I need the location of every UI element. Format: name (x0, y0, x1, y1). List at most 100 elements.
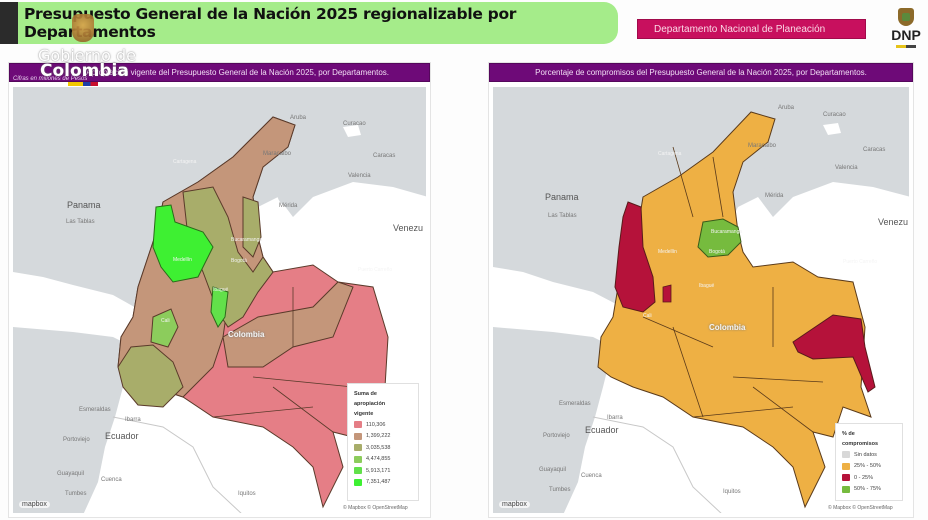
place-caracas: Caracas (373, 153, 396, 159)
legend-item: 3,035,538 (354, 442, 412, 454)
legend-title-2: compromisos (842, 441, 879, 447)
legend-label: 3,035,538 (366, 444, 391, 451)
legend-title-3: vigente (354, 411, 374, 417)
panel-header: Porcentaje de compromisos del Presupuest… (489, 63, 913, 82)
legend-item: Sin datos (842, 449, 896, 461)
legend-swatch (354, 444, 362, 452)
place-curacao: Curacao (343, 121, 366, 127)
place-panama: Panama (67, 200, 101, 210)
place-ecuador: Ecuador (105, 431, 139, 441)
legend-label: 7,351,487 (366, 479, 391, 486)
place-curacao: Curacao (823, 112, 846, 118)
place-iquitos: Iquitos (238, 491, 256, 497)
dnp-underline (896, 45, 916, 48)
place-valencia: Valencia (835, 165, 858, 171)
legend-label: 50% - 75% (854, 486, 881, 493)
apropiacion-map-panel: Apropiación vigente del Presupuesto Gene… (8, 62, 431, 518)
legend-label: 25% - 50% (854, 463, 881, 470)
panel-header: Apropiación vigente del Presupuesto Gene… (9, 63, 430, 82)
label-bucaramanga: Bucaramanga (231, 237, 263, 243)
place-merida: Mérida (765, 193, 784, 199)
label-medellin: Medellín (658, 249, 677, 255)
apropiacion-legend: Suma de apropiación vigente 110,306 1,39… (347, 383, 419, 501)
map-attribution[interactable]: © Mapbox © OpenStreetMap (828, 505, 893, 511)
label-puerto-carreno: Puerto Carreño (843, 259, 878, 265)
legend-swatch (842, 451, 850, 459)
legend-label: 5,913,171 (366, 467, 391, 474)
legend-item: 5,913,171 (354, 465, 412, 477)
legend-swatch (842, 474, 850, 482)
dnp-logo: DNP (886, 8, 926, 58)
colombia-crest-icon (72, 14, 94, 42)
compromisos-legend: % de compromisos Sin datos 25% - 50% 0 -… (835, 423, 903, 501)
label-bogota: Bogotá (709, 249, 725, 255)
panel-title: Porcentaje de compromisos del Presupuest… (535, 68, 867, 77)
legend-swatch (842, 462, 850, 470)
legend-title-2: apropiación (354, 401, 386, 407)
place-esmeraldas: Esmeraldas (79, 407, 111, 413)
place-caracas: Caracas (863, 147, 886, 153)
panel-title: Apropiación vigente del Presupuesto Gene… (86, 68, 389, 77)
place-maracaibo: Maracaibo (748, 143, 777, 149)
label-colombia: Colombia (709, 323, 746, 332)
legend-label: Sin datos (854, 451, 877, 458)
left-dark-bar (0, 2, 18, 44)
legend-label: 1,399,222 (366, 433, 391, 440)
label-cartagena: Cartagena (658, 151, 682, 157)
compromisos-map-panel: Porcentaje de compromisos del Presupuest… (488, 62, 914, 518)
legend-item: 25% - 50% (842, 461, 896, 473)
place-ibarra: Ibarra (607, 415, 623, 421)
legend-item: 1,399,222 (354, 431, 412, 443)
map-attribution[interactable]: © Mapbox © OpenStreetMap (343, 505, 408, 511)
place-tumbes: Tumbes (549, 487, 571, 493)
legend-swatch (354, 467, 362, 475)
legend-item: 7,351,487 (354, 477, 412, 489)
mapbox-logo[interactable]: mapbox (19, 501, 50, 508)
place-panama: Panama (545, 192, 579, 202)
label-ibague: Ibagué (213, 287, 229, 293)
map-canvas (493, 111, 909, 513)
place-guayaquil: Guayaquil (57, 471, 85, 477)
place-aruba: Aruba (778, 105, 795, 111)
legend-swatch (354, 432, 362, 440)
legend-swatch (354, 478, 362, 486)
legend-swatch (354, 421, 362, 429)
place-venezuela: Venezu (878, 217, 909, 227)
legend-label: 0 - 25% (854, 474, 873, 481)
gov-logo-line1: Gobierno de (38, 46, 136, 65)
page-title: Presupuesto General de la Nación 2025 re… (24, 5, 517, 41)
dnp-logo-text: DNP (891, 27, 921, 43)
label-cartagena: Cartagena (173, 159, 197, 165)
dnp-shield-icon (898, 8, 914, 26)
label-cali: Cali (161, 318, 170, 324)
place-ecuador: Ecuador (585, 425, 619, 435)
label-bogota: Bogotá (231, 258, 247, 264)
place-portoviejo: Portoviejo (543, 433, 570, 439)
map-canvas (13, 116, 426, 513)
place-venezuela: Venezu (393, 223, 424, 233)
place-maracaibo: Maracaibo (263, 151, 292, 157)
legend-swatch (842, 485, 850, 493)
place-cuenca: Cuenca (101, 477, 122, 483)
place-tumbes: Tumbes (65, 491, 87, 497)
place-las-tablas: Las Tablas (66, 219, 95, 225)
compromisos-map[interactable]: Aruba Curacao Maracaibo Caracas Valencia… (493, 87, 909, 513)
legend-title-1: Suma de (354, 391, 377, 397)
label-colombia: Colombia (228, 330, 265, 339)
place-iquitos: Iquitos (723, 489, 741, 495)
legend-swatch (354, 455, 362, 463)
place-cuenca: Cuenca (581, 473, 602, 479)
place-esmeraldas: Esmeraldas (559, 401, 591, 407)
place-guayaquil: Guayaquil (539, 467, 567, 473)
place-portoviejo: Portoviejo (63, 437, 90, 443)
mapbox-logo[interactable]: mapbox (499, 501, 530, 508)
place-aruba: Aruba (290, 115, 307, 121)
agency-badge: Departamento Nacional de Planeación (637, 19, 866, 39)
label-ibague: Ibagué (699, 283, 715, 289)
legend-label: 4,474,855 (366, 456, 391, 463)
gov-logo-line2: Colombia (40, 61, 129, 81)
apropiacion-map[interactable]: Aruba Curacao Maracaibo Caracas Valencia… (13, 87, 426, 513)
place-las-tablas: Las Tablas (548, 213, 577, 219)
panel-subtitle: Cifras en millones de Pesos (13, 76, 88, 82)
